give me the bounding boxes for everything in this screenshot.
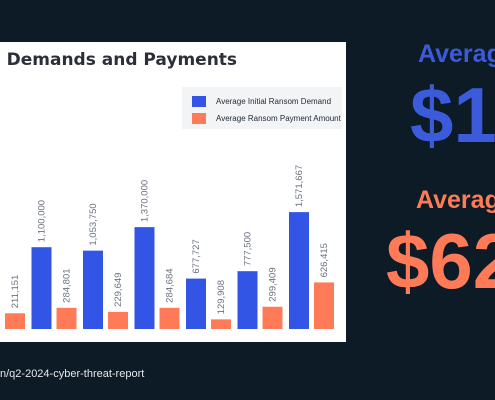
label-payment-2: 229,649 (113, 273, 124, 307)
legend-label-payment: Average Ransom Payment Amount (216, 113, 341, 123)
bar-demand-5 (237, 271, 258, 329)
label-payment-6: 626,415 (319, 243, 330, 277)
side-value-demand: $1 (410, 71, 495, 159)
label-payment-0: 211,151 (10, 275, 21, 309)
bar-payment-5 (262, 306, 283, 329)
bar-demand-4 (186, 278, 206, 329)
bar-chart: 211,151 1,100,000 284,801 1,053,750 229,649 1… (5, 165, 334, 329)
legend-item-demand: Average Initial Ransom Demand (192, 94, 331, 108)
side-heading-demand: Averag (418, 40, 495, 68)
source-url: n/q2-2024-cyber-threat-report (0, 368, 145, 380)
bar-payment-2 (108, 311, 128, 329)
legend-label-demand: Average Initial Ransom Demand (216, 96, 332, 106)
label-demand-2: 1,053,750 (88, 203, 99, 245)
legend-swatch-demand (192, 95, 206, 107)
bar-payment-1 (56, 307, 77, 329)
label-demand-4: 677,727 (191, 239, 202, 273)
bar-demand-1 (31, 247, 52, 329)
label-payment-5: 299,409 (268, 267, 279, 301)
side-value-payment: $62 (386, 217, 495, 305)
legend-swatch-payment (192, 112, 206, 124)
label-demand-1: 1,100,000 (37, 200, 48, 242)
chart-legend: Average Initial Ransom Demand Average Ra… (182, 87, 342, 129)
label-demand-6: 1,571,667 (294, 165, 305, 207)
bar-demand-6 (289, 212, 309, 329)
label-payment-3: 284,684 (165, 268, 176, 302)
chart-card: m Demands and Payments 211,151 1,100,000 2… (0, 42, 346, 342)
label-demand-5: 777,500 (243, 232, 254, 266)
label-payment-4: 129,908 (216, 280, 227, 314)
chart-title: m Demands and Payments (0, 50, 238, 70)
bar-payment-6 (314, 282, 334, 329)
bar-payment-4 (211, 319, 231, 329)
legend-item-payment: Average Ransom Payment Amount (192, 111, 341, 125)
label-demand-3: 1,370,000 (140, 180, 151, 222)
bar-payment-0 (5, 313, 25, 329)
bar-demand-2 (83, 250, 103, 329)
bar-demand-3 (134, 227, 155, 329)
label-payment-1: 284,801 (62, 268, 73, 302)
bar-payment-3 (159, 307, 180, 329)
side-heading-payment: Average (416, 186, 495, 214)
